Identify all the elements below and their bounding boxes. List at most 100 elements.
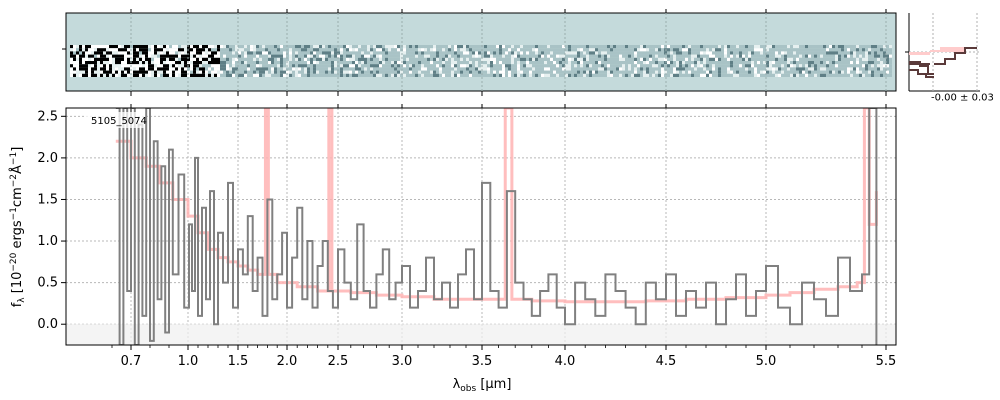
spectrum-2d-pixel [607, 61, 610, 65]
spectrum-2d-pixel [499, 73, 502, 77]
spectrum-2d-pixel [385, 67, 388, 71]
x-tick-label: 0.7 [121, 354, 142, 369]
spectrum-2d-pixel [409, 70, 412, 74]
spectrum-2d-pixel [238, 67, 241, 71]
spectrum-2d-pixel [541, 57, 544, 61]
spectrum-2d-pixel [169, 51, 172, 55]
spectrum-2d-pixel [307, 51, 310, 55]
spectrum-2d-pixel [820, 57, 823, 61]
spectrum-2d-pixel [391, 54, 394, 58]
spectrum-2d-pixel [196, 64, 199, 68]
spectrum-2d-pixel [538, 57, 541, 61]
spectrum-2d-pixel [871, 48, 874, 52]
spectrum-2d-pixel [550, 45, 553, 49]
spectrum-2d-pixel [823, 73, 826, 77]
spectrum-2d-pixel [463, 57, 466, 61]
spectrum-2d-pixel [490, 64, 493, 68]
spectrum-2d-pixel [103, 48, 106, 52]
spectrum-2d-pixel [553, 67, 556, 71]
spectrum-2d-pixel [628, 48, 631, 52]
spectrum-2d-pixel [562, 64, 565, 68]
spectrum-2d-pixel [511, 54, 514, 58]
spectrum-2d-pixel [736, 70, 739, 74]
spectrum-2d-pixel [862, 67, 865, 71]
spectrum-2d-pixel [760, 45, 763, 49]
spectrum-2d-pixel [307, 73, 310, 77]
spectrum-2d-pixel [100, 57, 103, 61]
spectrum-2d-pixel [238, 70, 241, 74]
spectrum-2d-pixel [526, 67, 529, 71]
spectrum-2d-pixel [685, 70, 688, 74]
spectrum-2d-pixel [844, 61, 847, 65]
spectrum-2d-pixel [841, 64, 844, 68]
spectrum-2d-pixel [622, 73, 625, 77]
spectrum-2d-pixel [577, 73, 580, 77]
spectrum-2d-pixel [475, 48, 478, 52]
spectrum-2d-pixel [298, 67, 301, 71]
spectrum-2d-pixel [115, 45, 118, 49]
spectrum-2d-pixel [691, 70, 694, 74]
spectrum-2d-pixel [223, 67, 226, 71]
spectrum-2d-pixel [316, 73, 319, 77]
spectrum-2d-pixel [343, 70, 346, 74]
spectrum-2d-pixel [769, 73, 772, 77]
spectrum-2d-pixel [154, 61, 157, 65]
spectrum-2d-pixel [673, 48, 676, 52]
spectrum-2d-pixel [736, 57, 739, 61]
spectrum-2d-pixel [859, 73, 862, 77]
spectrum-2d-pixel [826, 48, 829, 52]
spectrum-2d-pixel [178, 67, 181, 71]
spectrum-2d-pixel [703, 45, 706, 49]
spectrum-2d-pixel [373, 61, 376, 65]
spectrum-2d-pixel [625, 67, 628, 71]
spectrum-2d-pixel [325, 73, 328, 77]
spectrum-2d-pixel [802, 70, 805, 74]
spectrum-2d-pixel [277, 51, 280, 55]
spectrum-2d-pixel [262, 48, 265, 52]
spectrum-2d-pixel [70, 45, 73, 49]
spectrum-2d-pixel [79, 51, 82, 55]
spectrum-2d-pixel [793, 54, 796, 58]
spectrum-2d-pixel [592, 61, 595, 65]
spectrum-2d-pixel [811, 73, 814, 77]
spectrum-2d-pixel [763, 48, 766, 52]
spectrum-2d-pixel [676, 61, 679, 65]
spectrum-2d-pixel [169, 54, 172, 58]
spectrum-2d-pixel [409, 48, 412, 52]
spectrum-2d-pixel [877, 73, 880, 77]
spectrum-2d-pixel [430, 73, 433, 77]
spectrum-2d-pixel [229, 61, 232, 65]
spectrum-2d-pixel [532, 45, 535, 49]
spectrum-2d-pixel [787, 64, 790, 68]
spectrum-2d-pixel [169, 73, 172, 77]
spectrum-2d-pixel [667, 70, 670, 74]
spectrum-2d-pixel [634, 51, 637, 55]
spectrum-2d-pixel [589, 67, 592, 71]
spectrum-2d-pixel [157, 45, 160, 49]
spectrum-2d-pixel [172, 61, 175, 65]
spectrum-2d-pixel [442, 64, 445, 68]
spectrum-2d-pixel [769, 51, 772, 55]
spectrum-2d-pixel [205, 61, 208, 65]
spectrum-2d-pixel [886, 67, 889, 71]
spectrum-2d-pixel [445, 51, 448, 55]
spectrum-2d-pixel [679, 64, 682, 68]
spectrum-2d-pixel [274, 61, 277, 65]
spectrum-2d-pixel [817, 70, 820, 74]
spectrum-2d-pixel [247, 73, 250, 77]
spectrum-2d-pixel [778, 45, 781, 49]
spectrum-2d-pixel [517, 54, 520, 58]
spectrum-2d-pixel [469, 51, 472, 55]
spectrum-2d-pixel [349, 61, 352, 65]
spectrum-2d-pixel [88, 57, 91, 61]
spectrum-2d-pixel [124, 54, 127, 58]
spectrum-2d-pixel [505, 61, 508, 65]
spectrum-2d-pixel [394, 48, 397, 52]
spectrum-2d-pixel [613, 64, 616, 68]
spectrum-2d-pixel [718, 64, 721, 68]
spectrum-2d-pixel [709, 67, 712, 71]
spectrum-2d-pixel [730, 48, 733, 52]
spectrum-2d-pixel [700, 48, 703, 52]
spectrum-2d-pixel [382, 45, 385, 49]
spectrum-2d-pixel [790, 57, 793, 61]
